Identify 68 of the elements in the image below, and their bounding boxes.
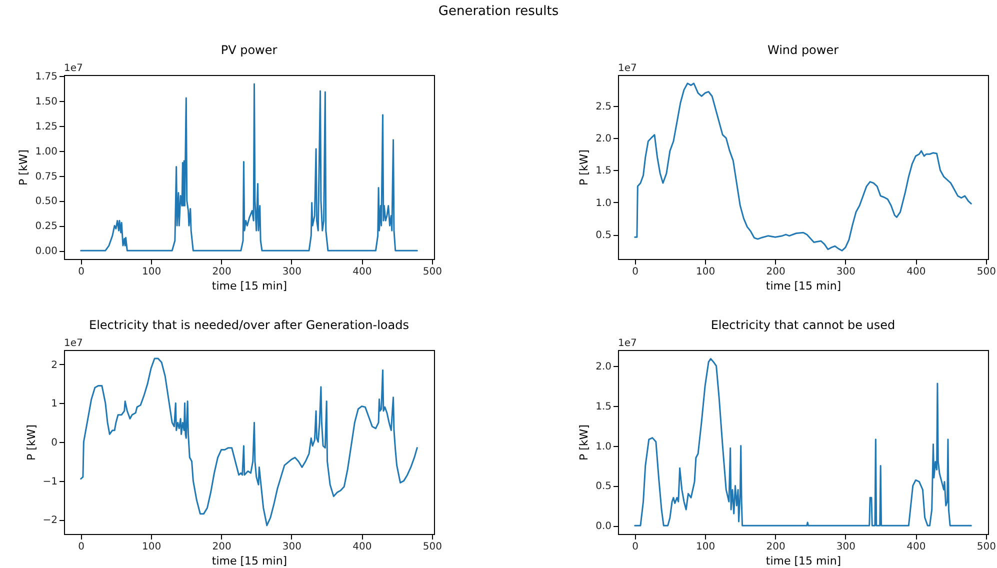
line-series — [80, 358, 418, 526]
y-tick-label: 0.00 — [35, 246, 58, 258]
x-axis-title: time [15 min] — [212, 554, 288, 568]
y-tick-label: 2.0 — [596, 134, 612, 145]
x-tick-label: 500 — [976, 542, 996, 552]
x-tick-label: 0 — [632, 266, 639, 278]
x-tick-label: 200 — [766, 542, 786, 552]
x-tick-label: 400 — [906, 542, 926, 552]
x-tick-label: 300 — [836, 542, 856, 552]
text: 1e7 — [618, 63, 637, 74]
x-tick-label: 0 — [78, 266, 85, 278]
y-tick-label: 0.25 — [35, 221, 58, 232]
y-tick-label: 0.75 — [35, 171, 58, 182]
y-tick-label: 0.5 — [596, 230, 612, 242]
x-axis-title: time [15 min] — [212, 280, 288, 292]
line-series — [634, 358, 972, 526]
y-tick-label: 1.75 — [35, 72, 58, 82]
y-tick-label: 1.50 — [35, 96, 58, 108]
y-axis-title: P [kW] — [17, 150, 30, 186]
chart-title: Electricity that cannot be used — [710, 318, 896, 332]
x-tick-label: 400 — [352, 266, 372, 278]
text: 1e7 — [64, 338, 83, 349]
text: 1e7 — [64, 63, 83, 74]
y-axis-title: P [kW] — [578, 424, 591, 460]
y-tick-label: 0.0 — [596, 521, 612, 532]
chart-title: Wind power — [767, 43, 839, 57]
y-tick-label: 1.00 — [35, 146, 58, 158]
x-tick-label: 400 — [906, 266, 926, 278]
text: 1e7 — [618, 338, 637, 349]
x-tick-label: 0 — [632, 542, 639, 552]
x-tick-label: 500 — [422, 542, 442, 552]
x-tick-label: 400 — [352, 542, 372, 552]
y-tick-label: −1 — [42, 476, 58, 488]
x-tick-label: 300 — [282, 266, 302, 278]
y-tick-label: 0 — [51, 438, 58, 448]
y-tick-label: 1 — [51, 398, 58, 410]
y-tick-label: 2.5 — [596, 101, 612, 112]
y-tick-label: 0.50 — [35, 196, 58, 208]
line-series — [80, 83, 418, 252]
x-tick-label: 300 — [836, 266, 856, 278]
y-tick-label: −2 — [42, 515, 58, 526]
y-tick-label: 1.5 — [596, 166, 612, 177]
x-axis-title: time [15 min] — [766, 280, 842, 292]
x-tick-label: 500 — [422, 266, 442, 278]
line-series — [634, 82, 972, 252]
x-tick-label: 300 — [282, 542, 302, 552]
x-tick-label: 500 — [976, 266, 996, 278]
x-tick-label: 200 — [766, 266, 786, 278]
x-tick-label: 100 — [142, 542, 162, 552]
x-tick-label: 0 — [78, 542, 85, 552]
text: Generation results — [437, 4, 560, 19]
y-tick-label: 1.5 — [596, 401, 612, 412]
x-tick-label: 200 — [212, 542, 232, 552]
y-axis-title: P [kW] — [24, 424, 38, 460]
x-tick-label: 100 — [142, 266, 162, 278]
x-tick-label: 100 — [696, 266, 716, 278]
x-tick-label: 100 — [696, 542, 716, 552]
y-tick-label: 0.5 — [596, 481, 612, 492]
x-tick-label: 200 — [212, 266, 232, 278]
y-axis-title: P [kW] — [578, 150, 591, 186]
x-axis-title: time [15 min] — [766, 554, 842, 568]
y-tick-label: 1.0 — [596, 198, 612, 209]
y-tick-label: 2.0 — [596, 361, 612, 372]
y-tick-label: 1.25 — [35, 121, 58, 132]
y-tick-label: 1.0 — [596, 441, 612, 452]
chart-title: PV power — [220, 43, 278, 57]
y-tick-label: 2 — [51, 360, 58, 371]
chart-title: Electricity that is needed/over after Generation-loads — [89, 318, 409, 332]
